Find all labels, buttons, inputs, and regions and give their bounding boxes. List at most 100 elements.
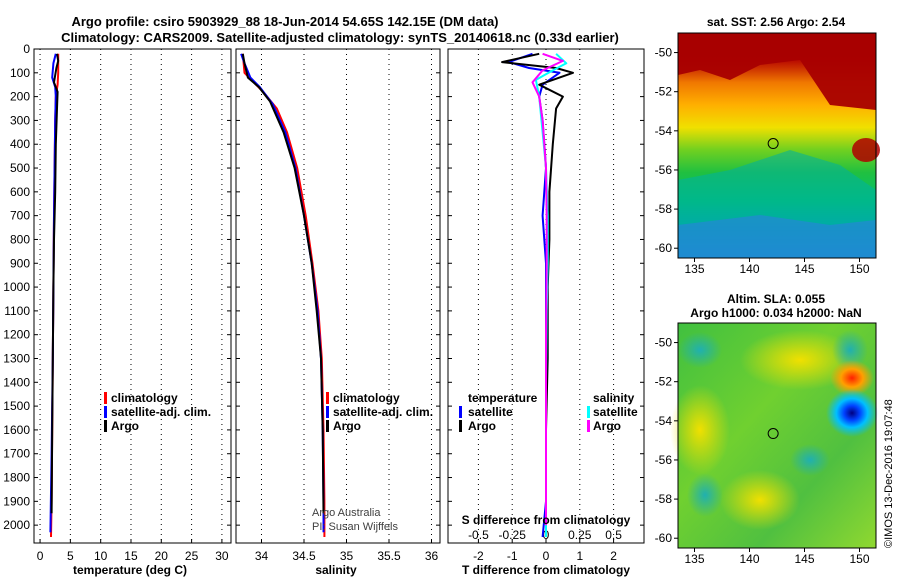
depth-tick-labels: 0 100 200 300 400 500 600 700 800 900 1000 1100 1200… (3, 42, 30, 532)
legend-swatch-s-satellite (587, 406, 590, 418)
depth-tick-label: 1100 (4, 304, 30, 318)
legend-title-temperature: temperature (468, 391, 538, 405)
salinity-grid (236, 48, 440, 543)
legend-label-climatology: climatology (111, 391, 178, 405)
legend-swatch-climatology (104, 392, 107, 404)
map-lon-label: 140 (739, 552, 759, 566)
series-line-s-argo (531, 52, 564, 526)
map-lon-label: 145 (794, 262, 814, 276)
legend-swatch-satellite (104, 406, 107, 418)
depth-tick-label: 1300 (3, 351, 30, 365)
temperature-axis-label: temperature (deg C) (73, 563, 187, 577)
legend-swatch-t-satellite (459, 406, 462, 418)
map-lat-label: -50 (655, 46, 673, 60)
depth-tick-label: 1400 (3, 375, 30, 389)
x-tick-label: 35.5 (377, 549, 401, 563)
sst-map-ticks: 135 140 145 150 -50 -52 -54 -56 -58 -60 (655, 46, 870, 276)
map-lat-label: -54 (655, 124, 673, 138)
map-lat-label: -54 (655, 414, 673, 428)
sla-map-title: Altim. SLA: 0.055 (727, 292, 825, 306)
difference-series (501, 52, 574, 538)
salinity-plot-frame (235, 48, 441, 544)
depth-tick-label: 1500 (3, 399, 30, 413)
legend-label-t-argo: Argo (468, 419, 496, 433)
depth-tick-label: 2000 (3, 518, 30, 532)
salinity-panel: 34 34.5 35 35.5 36 salinity climatology sate… (235, 48, 441, 577)
legend-swatch-satellite (326, 406, 329, 418)
x-tick-label: 35 (340, 549, 354, 563)
legend-label-t-satellite: satellite (468, 405, 513, 419)
depth-tick-label: 500 (10, 161, 30, 175)
map-lon-label: 135 (684, 552, 704, 566)
t-difference-tick-labels: -2 -1 0 1 2 (473, 549, 617, 563)
map-lat-label: -50 (655, 336, 673, 350)
x-tick-label: 30 (215, 549, 229, 563)
sla-low-blob (687, 473, 723, 517)
sla-low-blob (832, 330, 868, 370)
legend-label-climatology: climatology (333, 391, 400, 405)
s-difference-tick-label: 0.25 (568, 528, 592, 542)
difference-legend-temperature: temperature satellite Argo (459, 391, 538, 433)
temperature-plot-frame (33, 48, 232, 544)
sla-map-frame (677, 322, 877, 549)
figure-title-line2: Climatology: CARS2009. Satellite-adjuste… (61, 30, 619, 45)
depth-tick-label: 1600 (3, 423, 30, 437)
sst-cold-tongue-deep (678, 215, 876, 258)
map-lat-label: -58 (655, 202, 673, 216)
depth-tick-label: 1800 (3, 471, 30, 485)
map-lon-label: 140 (739, 262, 759, 276)
temperature-grid (34, 48, 231, 543)
imos-credit: ©IMOS 13-Dec-2016 19:07:48 (883, 399, 895, 548)
sla-yellow-band (740, 330, 860, 390)
figure-title-line1: Argo profile: csiro 5903929_88 18-Jun-20… (71, 14, 498, 29)
temperature-tick-labels: 0 5 10 15 20 25 30 (37, 549, 229, 563)
depth-tick-label: 1900 (3, 494, 30, 508)
legend-swatch-climatology (326, 392, 329, 404)
x-tick-label: 2 (610, 549, 617, 563)
argo-location-marker (767, 428, 779, 440)
sst-map-frame (677, 32, 877, 259)
depth-tick-label: 900 (10, 256, 30, 270)
depth-tick-label: 400 (10, 137, 30, 151)
x-tick-label: 15 (124, 549, 138, 563)
sst-warm-eddy (852, 138, 880, 162)
sla-map-ticks: 135 140 145 150 -50 -52 -54 -56 -58 -60 (655, 336, 870, 566)
legend-label-satellite: satellite-adj. clim. (111, 405, 211, 419)
difference-grid (448, 48, 644, 543)
s-difference-tick-label: 0.5 (605, 528, 622, 542)
depth-tick-label: 100 (10, 66, 30, 80)
sst-map: sat. SST: 2.56 Argo: 2.54 135 140 145 150 -5… (655, 15, 880, 276)
map-lon-label: 150 (849, 262, 869, 276)
annotation-argo-australia: Argo Australia (312, 507, 381, 519)
map-lat-label: -52 (655, 85, 673, 99)
x-tick-label: 36 (425, 549, 439, 563)
x-tick-label: 20 (155, 549, 169, 563)
legend-swatch-argo (326, 420, 329, 432)
salinity-legend: climatology satellite-adj. clim. Argo (326, 391, 433, 433)
x-tick-label: 1 (576, 549, 583, 563)
legend-label-satellite: satellite-adj. clim. (333, 405, 433, 419)
map-lon-label: 135 (684, 262, 704, 276)
depth-tick-label: 1000 (3, 280, 30, 294)
sla-map: Altim. SLA: 0.055 Argo h1000: 0.034 h200… (655, 292, 878, 566)
sst-warm-front (678, 33, 876, 110)
depth-tick-label: 600 (10, 185, 30, 199)
x-tick-label: 0 (37, 549, 44, 563)
depth-tick-label: 800 (10, 232, 30, 246)
difference-legend-salinity: salinity satellite Argo (587, 391, 638, 433)
map-lat-label: -58 (655, 492, 673, 506)
depth-tick-label: 1200 (3, 328, 30, 342)
x-tick-label: -1 (507, 549, 518, 563)
x-tick-label: 34 (255, 549, 269, 563)
x-tick-label: 25 (185, 549, 199, 563)
legend-title-salinity: salinity (593, 391, 635, 405)
argo-location-marker (767, 138, 779, 150)
sla-low-blob (678, 332, 722, 368)
depth-tick-label: 700 (10, 209, 30, 223)
map-lon-label: 150 (849, 552, 869, 566)
legend-swatch-s-argo (587, 420, 590, 432)
temperature-panel: 0100200300400500600700800900100011001200… (3, 42, 232, 577)
s-difference-tick-label: -0.5 (468, 528, 489, 542)
map-lat-label: -60 (655, 531, 673, 545)
